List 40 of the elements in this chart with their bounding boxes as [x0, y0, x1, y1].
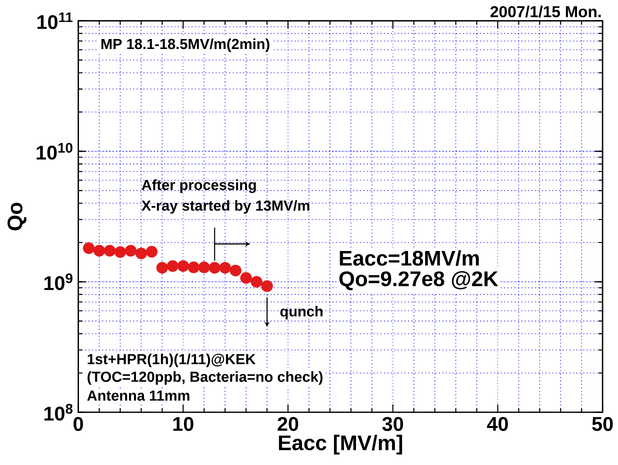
- annotation: Antenna 11mm: [87, 390, 190, 401]
- x-tick-label: 0: [74, 417, 83, 432]
- point: [261, 280, 273, 292]
- x-tick-label: 40: [486, 417, 508, 432]
- y-tick-label: 10$^{11}$: [38, 12, 73, 30]
- x-tick-label: 20: [278, 417, 298, 432]
- point: [198, 262, 210, 274]
- point: [230, 264, 242, 276]
- annotation: After processing: [142, 180, 256, 194]
- annotation: qunch: [280, 306, 322, 320]
- annotation: X-ray started by 13MV/m: [141, 200, 310, 214]
- x-axis-title: Eacc [MV/m]: [278, 434, 402, 455]
- annotation: 1st+HPR(1h)(1/11)@KEK: [88, 354, 256, 368]
- point: [114, 246, 126, 258]
- chart-title: 2007/1/15 Mon.: [490, 6, 601, 18]
- y-tick-label: 10$^{8}$: [44, 404, 73, 421]
- point: [135, 248, 148, 260]
- annotation: (TOC=120ppb, Bacteria=no check): [88, 371, 323, 385]
- point: [156, 262, 168, 274]
- y-tick-label: 10$^{10}$: [36, 143, 72, 160]
- annotation: MP 18.1-18.5MV/m(2min): [101, 38, 270, 52]
- annotation: Eacc=18MV/m: [340, 250, 479, 266]
- point: [166, 260, 178, 272]
- point: [219, 262, 231, 274]
- x-tick-label: 30: [382, 417, 404, 432]
- y-tick-label: 10$^{9}$: [44, 273, 72, 290]
- annotation: Qo=9.27e8 @2K: [339, 271, 498, 290]
- point: [177, 260, 189, 272]
- point: [250, 276, 262, 288]
- point: [188, 262, 200, 274]
- point: [93, 245, 106, 257]
- x-tick-label: 10: [173, 417, 194, 432]
- point: [124, 245, 137, 257]
- y-axis-title: Qo: [8, 202, 26, 230]
- point: [146, 246, 158, 258]
- x-tick-label: 50: [592, 417, 613, 432]
- point: [208, 262, 220, 274]
- point: [82, 242, 95, 254]
- point: [104, 245, 116, 257]
- point: [240, 272, 252, 284]
